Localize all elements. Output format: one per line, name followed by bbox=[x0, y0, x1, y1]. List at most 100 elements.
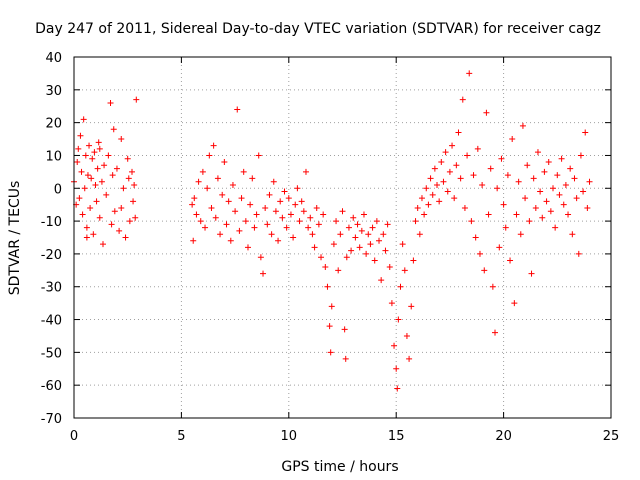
x-tick-label: 25 bbox=[603, 429, 620, 444]
data-point bbox=[268, 231, 275, 238]
data-point bbox=[131, 181, 138, 188]
data-point bbox=[522, 195, 529, 202]
data-point bbox=[130, 198, 137, 205]
data-point bbox=[410, 257, 417, 264]
data-point bbox=[272, 208, 279, 215]
data-point bbox=[464, 152, 471, 159]
y-tick-label: 20 bbox=[45, 117, 62, 132]
data-point bbox=[391, 342, 398, 349]
data-point bbox=[260, 270, 267, 277]
data-point bbox=[337, 231, 344, 238]
data-point bbox=[519, 122, 526, 129]
data-point bbox=[569, 231, 576, 238]
data-point bbox=[333, 218, 340, 225]
data-point bbox=[75, 145, 82, 152]
data-point bbox=[212, 214, 219, 221]
data-point bbox=[573, 195, 580, 202]
data-point bbox=[476, 250, 483, 257]
data-point bbox=[515, 178, 522, 185]
data-point bbox=[96, 214, 103, 221]
data-point bbox=[283, 224, 290, 231]
data-point bbox=[83, 234, 90, 241]
data-point bbox=[81, 185, 88, 192]
data-point bbox=[202, 224, 209, 231]
data-point bbox=[360, 211, 367, 218]
data-point bbox=[266, 191, 273, 198]
x-axis-label: GPS time / hours bbox=[281, 459, 398, 475]
data-point bbox=[302, 168, 309, 175]
data-point bbox=[492, 329, 499, 336]
data-point bbox=[89, 155, 96, 162]
data-point bbox=[133, 96, 140, 103]
data-point bbox=[193, 211, 200, 218]
data-point bbox=[530, 175, 537, 182]
data-point bbox=[382, 247, 389, 254]
data-point bbox=[132, 214, 139, 221]
data-point bbox=[234, 106, 241, 113]
data-point bbox=[461, 204, 468, 211]
data-point bbox=[487, 165, 494, 172]
data-point bbox=[479, 181, 486, 188]
data-point bbox=[77, 132, 84, 139]
data-point bbox=[350, 214, 357, 221]
data-point bbox=[446, 168, 453, 175]
data-point bbox=[109, 172, 116, 179]
data-point bbox=[412, 218, 419, 225]
axis-ticks bbox=[73, 56, 612, 419]
data-point bbox=[126, 218, 133, 225]
data-point bbox=[339, 208, 346, 215]
data-point bbox=[440, 178, 447, 185]
y-tick-label: 40 bbox=[45, 51, 62, 66]
data-point bbox=[539, 214, 546, 221]
data-point bbox=[118, 136, 125, 143]
data-point bbox=[565, 211, 572, 218]
data-point bbox=[524, 162, 531, 169]
data-point bbox=[257, 254, 264, 261]
data-point bbox=[558, 155, 565, 162]
data-point bbox=[99, 241, 106, 248]
data-point bbox=[328, 303, 335, 310]
data-point bbox=[397, 283, 404, 290]
data-point bbox=[110, 126, 117, 133]
data-point bbox=[369, 224, 376, 231]
data-point bbox=[356, 244, 363, 251]
data-point bbox=[528, 270, 535, 277]
data-point bbox=[354, 221, 361, 228]
data-point bbox=[401, 267, 408, 274]
data-point bbox=[279, 214, 286, 221]
data-point bbox=[84, 172, 91, 179]
data-point bbox=[485, 211, 492, 218]
data-point bbox=[313, 204, 320, 211]
data-point bbox=[255, 152, 262, 159]
data-point bbox=[545, 159, 552, 166]
data-point bbox=[494, 185, 501, 192]
data-point bbox=[296, 218, 303, 225]
data-point bbox=[221, 159, 228, 166]
data-point bbox=[547, 208, 554, 215]
data-point bbox=[108, 221, 115, 228]
data-point bbox=[403, 332, 410, 339]
data-point bbox=[197, 218, 204, 225]
data-point bbox=[365, 231, 372, 238]
data-point bbox=[449, 142, 456, 149]
data-point bbox=[320, 211, 327, 218]
data-point bbox=[118, 204, 125, 211]
data-point bbox=[249, 175, 256, 182]
data-points bbox=[71, 70, 593, 392]
data-point bbox=[406, 355, 413, 362]
data-point bbox=[264, 221, 271, 228]
data-point bbox=[500, 201, 507, 208]
data-point bbox=[507, 257, 514, 264]
data-point bbox=[498, 155, 505, 162]
data-point bbox=[330, 241, 337, 248]
x-tick-label: 5 bbox=[177, 429, 185, 444]
data-point bbox=[567, 165, 574, 172]
y-tick-label: -50 bbox=[41, 346, 62, 361]
data-point bbox=[455, 129, 462, 136]
data-point bbox=[307, 214, 314, 221]
data-point bbox=[552, 224, 559, 231]
data-point bbox=[451, 195, 458, 202]
data-point bbox=[427, 175, 434, 182]
chart-title: Day 247 of 2011, Sidereal Day-to-day VTE… bbox=[35, 21, 601, 37]
data-point bbox=[242, 218, 249, 225]
